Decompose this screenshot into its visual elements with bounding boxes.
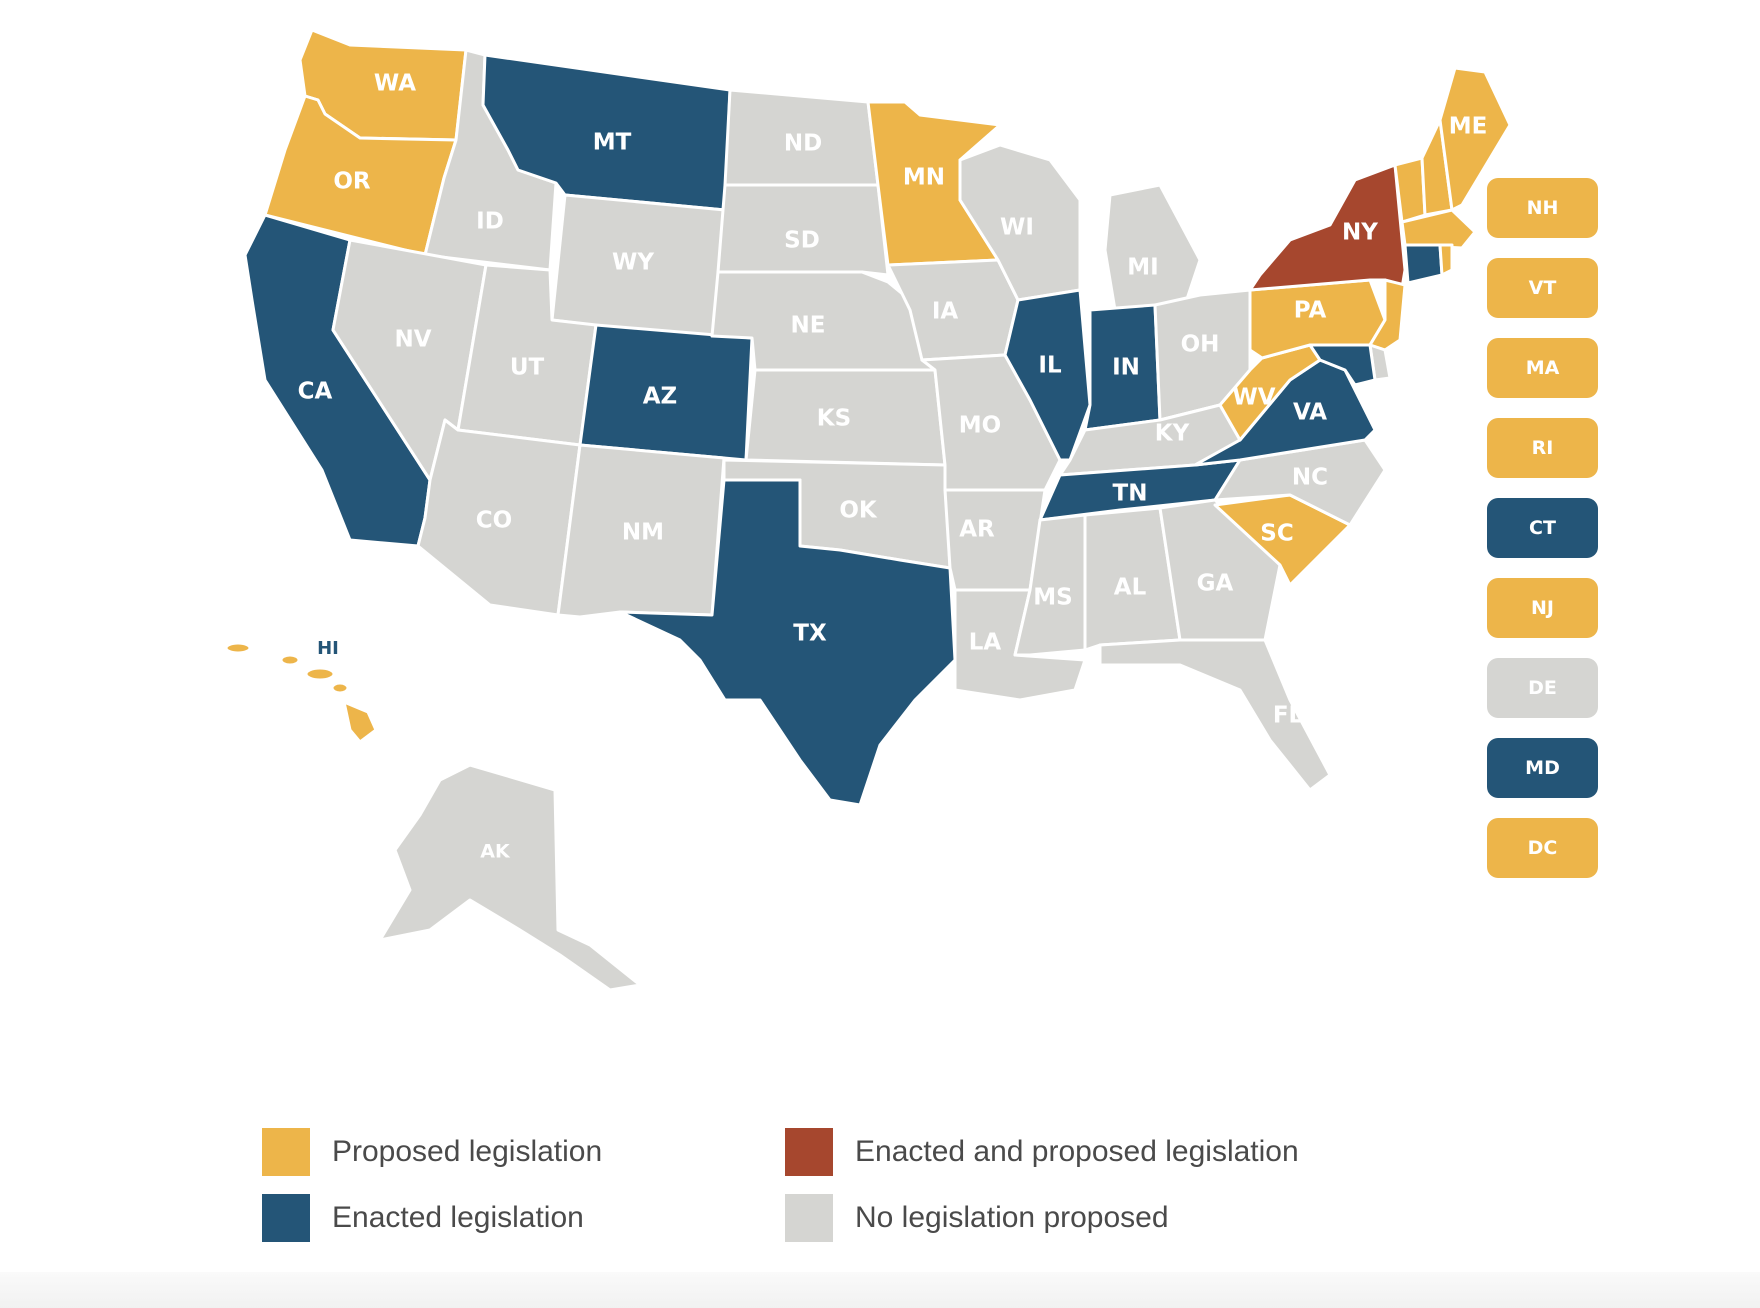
legend-swatch-enacted — [262, 1194, 310, 1242]
label-ak: AK — [480, 841, 511, 863]
legend-swatch-none — [785, 1194, 833, 1242]
label-hi: HI — [317, 638, 339, 659]
label-mo: MO — [959, 413, 1001, 439]
label-nm: NM — [622, 520, 664, 546]
small-state-button-ma[interactable]: MA — [1487, 338, 1598, 398]
label-ok: OK — [839, 498, 878, 524]
label-la: LA — [969, 630, 1002, 656]
state-ct[interactable] — [1403, 243, 1444, 285]
state-ak[interactable] — [378, 763, 642, 992]
label-ky: KY — [1155, 421, 1190, 447]
state-sd[interactable] — [716, 183, 890, 277]
label-wi: WI — [1000, 215, 1034, 241]
label-oh: OH — [1181, 332, 1220, 358]
label-wa: WA — [374, 71, 416, 97]
legend-item-proposed: Proposed legislation — [262, 1128, 602, 1176]
label-tn: TN — [1113, 481, 1148, 507]
label-nc: NC — [1292, 465, 1328, 491]
label-ks: KS — [817, 406, 851, 432]
legend-swatch-both — [785, 1128, 833, 1176]
label-sd: SD — [784, 228, 820, 254]
label-mt: MT — [593, 130, 632, 156]
small-state-button-de[interactable]: DE — [1487, 658, 1598, 718]
label-id: ID — [476, 209, 504, 235]
small-state-button-ri[interactable]: RI — [1487, 418, 1598, 478]
label-fl: FL — [1273, 703, 1304, 729]
state-hi[interactable] — [224, 641, 378, 744]
label-va: VA — [1293, 400, 1327, 426]
state-mi[interactable] — [1103, 183, 1202, 312]
state-ny[interactable] — [1248, 163, 1407, 302]
label-wy: WY — [612, 250, 654, 276]
legend-label-none: No legislation proposed — [855, 1201, 1169, 1234]
state-il[interactable] — [1003, 288, 1092, 462]
small-state-button-nh[interactable]: NH — [1487, 178, 1598, 238]
label-nv: NV — [394, 327, 431, 353]
legend-label-enacted: Enacted legislation — [332, 1201, 584, 1234]
label-il: IL — [1038, 353, 1062, 379]
label-or: OR — [333, 169, 371, 195]
label-ia: IA — [932, 299, 959, 325]
legend-item-enacted: Enacted legislation — [262, 1194, 584, 1242]
label-ca: CA — [298, 379, 333, 405]
label-ar: AR — [959, 517, 995, 543]
small-state-buttons: NH VT MA RI CT NJ DE MD DC — [1487, 178, 1598, 898]
state-tx[interactable] — [618, 478, 957, 807]
state-ri[interactable] — [1438, 243, 1454, 277]
label-ny: NY — [1342, 220, 1378, 246]
label-mn: MN — [903, 165, 945, 191]
state-vt[interactable] — [1393, 156, 1427, 224]
label-ut: UT — [510, 355, 545, 381]
label-pa: PA — [1294, 298, 1327, 324]
state-md[interactable] — [1308, 343, 1377, 387]
label-az: CO — [476, 508, 512, 534]
legend-label-both: Enacted and proposed legislation — [855, 1135, 1299, 1168]
small-state-button-vt[interactable]: VT — [1487, 258, 1598, 318]
label-al: AL — [1114, 575, 1147, 601]
label-ga: GA — [1197, 571, 1234, 597]
label-me: ME — [1449, 114, 1488, 140]
label-in: IN — [1112, 355, 1140, 381]
legend-item-none: No legislation proposed — [785, 1194, 1169, 1242]
label-co: AZ — [643, 384, 677, 410]
legend-item-both: Enacted and proposed legislation — [785, 1128, 1299, 1176]
label-ms: MS — [1033, 585, 1072, 611]
state-ma[interactable] — [1400, 208, 1477, 250]
legend-label-proposed: Proposed legislation — [332, 1135, 603, 1168]
label-wv: WV — [1232, 385, 1275, 411]
label-nd: ND — [784, 131, 822, 157]
label-mi: MI — [1127, 255, 1158, 281]
legend: Proposed legislation Enacted legislation… — [262, 1128, 1362, 1248]
label-sc: SC — [1260, 521, 1293, 547]
small-state-button-dc[interactable]: DC — [1487, 818, 1598, 878]
small-state-button-ct[interactable]: CT — [1487, 498, 1598, 558]
small-state-button-nj[interactable]: NJ — [1487, 578, 1598, 638]
legend-swatch-proposed — [262, 1128, 310, 1176]
label-tx: TX — [793, 621, 827, 647]
small-state-button-md[interactable]: MD — [1487, 738, 1598, 798]
state-fl[interactable] — [1098, 638, 1332, 792]
bottom-bar — [0, 1272, 1760, 1308]
label-ne: NE — [791, 313, 826, 339]
